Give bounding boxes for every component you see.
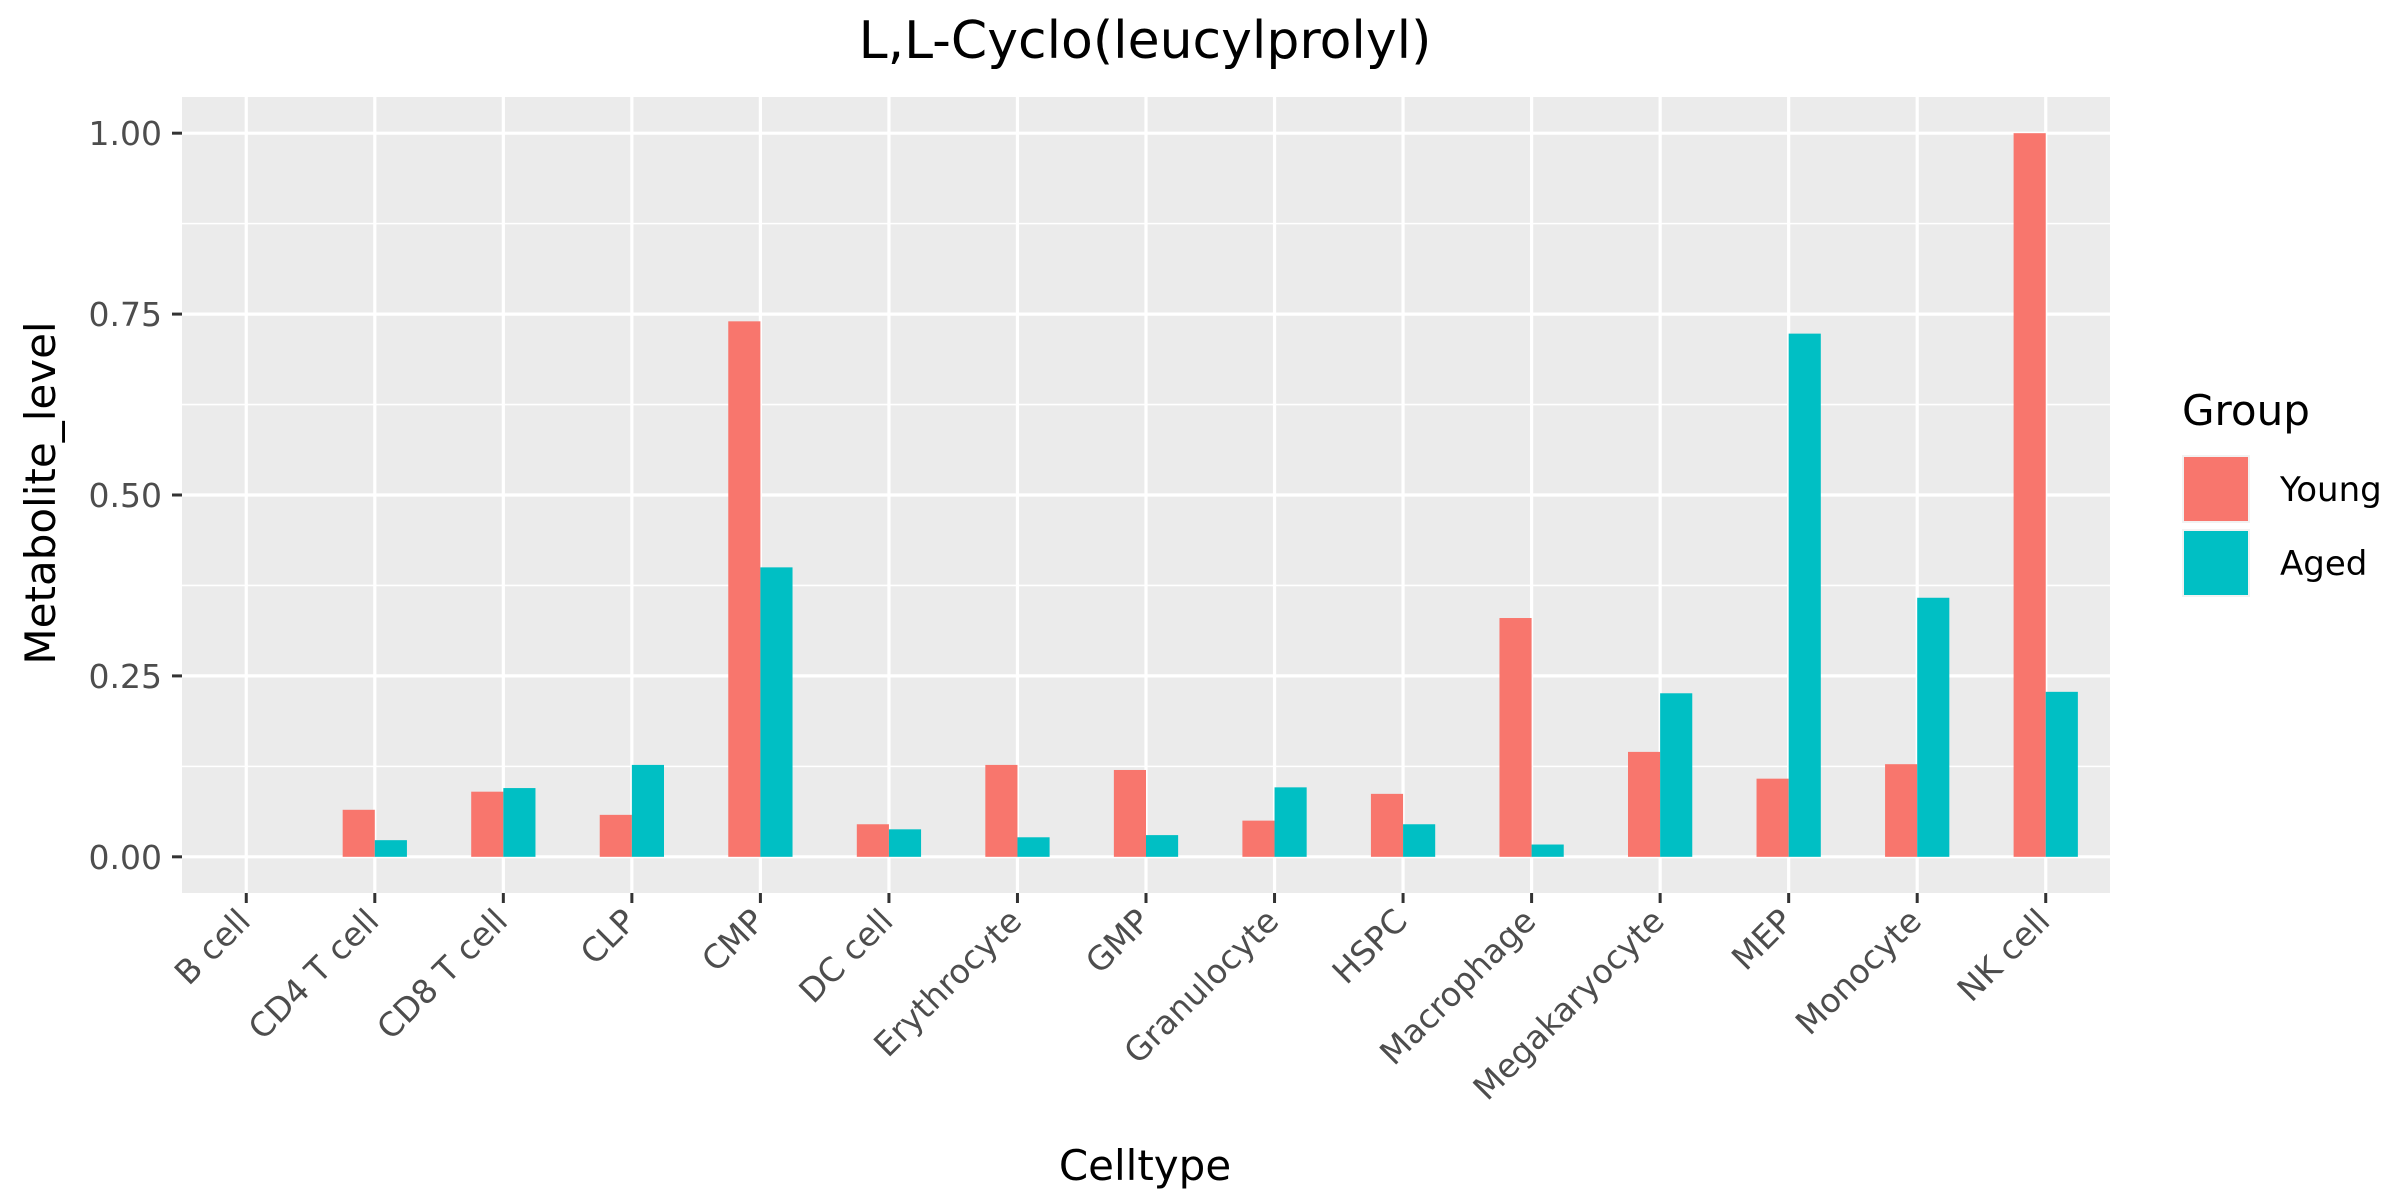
bar-young <box>728 321 761 857</box>
bar-aged <box>1531 844 1564 857</box>
y-tick-label: 0.75 <box>89 295 162 334</box>
bar-aged <box>760 567 793 857</box>
y-tick-label: 0.50 <box>89 476 162 515</box>
bar-aged <box>1274 787 1307 857</box>
x-tick-label: MEP <box>1724 901 1801 978</box>
bar-aged <box>1917 597 1950 857</box>
x-tick-label: GMP <box>1078 901 1158 981</box>
x-tick-label: CMP <box>694 901 772 979</box>
y-tick-label: 0.25 <box>89 657 162 696</box>
x-tick-label: HSPC <box>1324 901 1414 991</box>
bar-aged <box>631 764 664 857</box>
bar-young <box>1370 793 1404 857</box>
bar-young <box>1242 820 1275 857</box>
bar-aged <box>374 840 407 857</box>
x-tick-label: CD8 T cell <box>369 901 515 1047</box>
bar-young <box>1628 751 1661 857</box>
bar-aged <box>1403 824 1436 857</box>
x-tick-label: B cell <box>167 901 258 992</box>
legend-label-young: Young <box>2279 470 2382 510</box>
bar-aged <box>1017 837 1050 857</box>
bar-young <box>342 809 375 857</box>
bar-young <box>471 791 504 857</box>
chart-title: L,L-Cyclo(leucylprolyl) <box>859 11 1432 71</box>
x-tick-label: Monocyte <box>1788 901 1929 1042</box>
x-tick-label: DC cell <box>791 901 900 1010</box>
bar-aged <box>503 788 536 857</box>
bar-young <box>1113 769 1146 857</box>
x-tick-label: CLP <box>573 901 644 972</box>
bar-young <box>1499 618 1532 857</box>
y-tick-label: 0.00 <box>89 838 162 877</box>
bar-young <box>985 764 1018 857</box>
bar-young <box>599 814 632 857</box>
x-tick-label: CD4 T cell <box>241 901 387 1047</box>
y-tick-label: 1.00 <box>89 114 162 153</box>
bar-young <box>2013 133 2046 857</box>
y-axis-label: Metabolite_level <box>16 321 65 664</box>
bar-young <box>1756 778 1789 857</box>
bar-aged <box>888 829 922 857</box>
legend-swatch-aged <box>2184 531 2248 595</box>
bar-young <box>1885 764 1918 857</box>
bar-aged <box>1146 835 1179 857</box>
x-tick-label: NK cell <box>1949 901 2057 1009</box>
legend-swatch-young <box>2184 457 2248 521</box>
x-axis-label: Celltype <box>1059 1141 1231 1190</box>
y-axis: 0.00 0.25 0.50 0.75 1.00 <box>89 114 182 877</box>
bars <box>342 133 2078 857</box>
legend-label-aged: Aged <box>2280 544 2367 584</box>
bar-aged <box>2045 691 2078 857</box>
bar-aged <box>1660 693 1693 857</box>
legend: Group Young Aged <box>2182 386 2382 597</box>
bar-young <box>856 824 889 857</box>
bar-aged <box>1788 333 1821 857</box>
legend-title: Group <box>2182 386 2310 435</box>
